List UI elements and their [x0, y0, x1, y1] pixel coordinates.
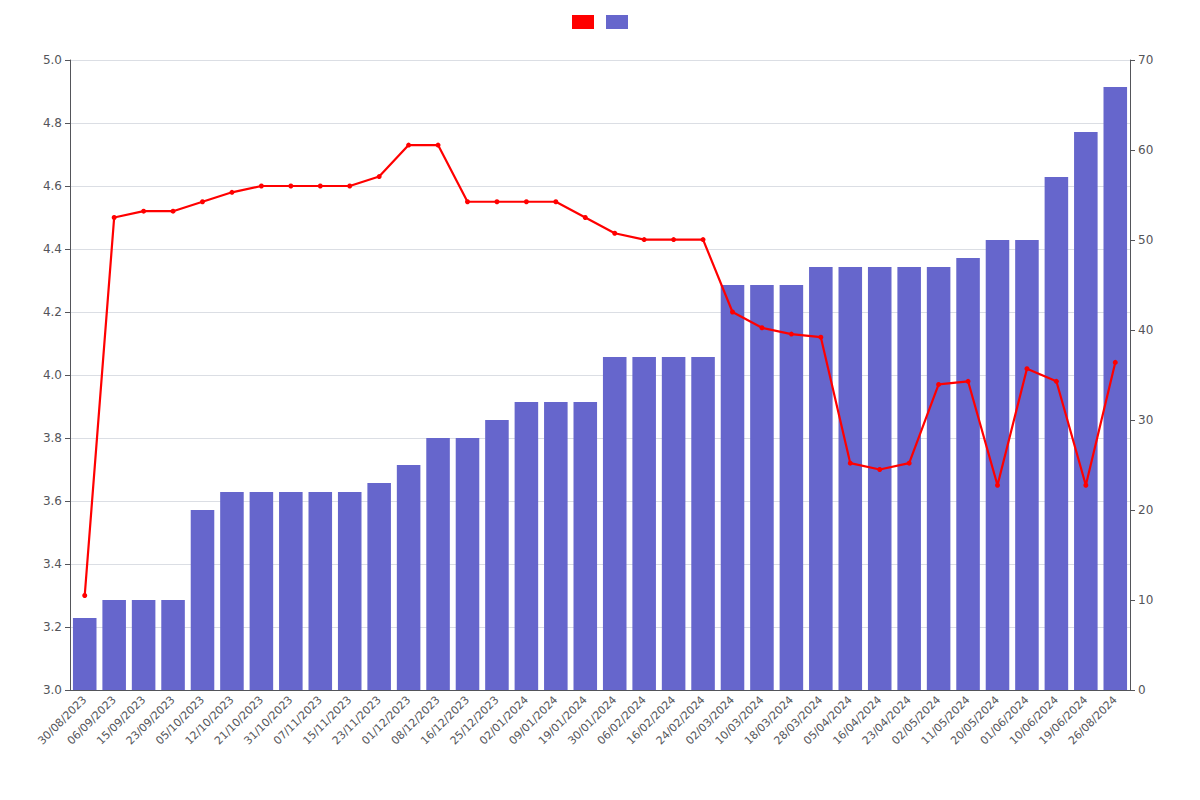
svg-text:09/01/2024: 09/01/2024 [506, 693, 561, 748]
svg-text:08/12/2023: 08/12/2023 [388, 693, 443, 748]
svg-text:02/01/2024: 02/01/2024 [477, 693, 531, 748]
svg-text:06/09/2023: 06/09/2023 [64, 693, 119, 748]
svg-text:01/12/2023: 01/12/2023 [359, 693, 414, 748]
svg-text:23/09/2023: 23/09/2023 [123, 693, 178, 748]
svg-text:0: 0 [1138, 683, 1146, 697]
svg-text:30: 30 [1138, 413, 1153, 427]
svg-text:30/01/2024: 30/01/2024 [565, 693, 620, 748]
svg-text:4.6: 4.6 [43, 179, 62, 193]
svg-text:16/04/2024: 16/04/2024 [830, 693, 885, 748]
svg-text:23/04/2024: 23/04/2024 [859, 693, 914, 748]
svg-text:30/08/2023: 30/08/2023 [35, 693, 90, 748]
svg-text:31/10/2023: 31/10/2023 [241, 693, 296, 748]
svg-text:3.4: 3.4 [43, 557, 62, 571]
svg-text:16/02/2024: 16/02/2024 [624, 693, 679, 748]
svg-text:10/06/2024: 10/06/2024 [1007, 693, 1061, 748]
svg-text:11/05/2024: 11/05/2024 [918, 693, 973, 748]
svg-text:05/04/2024: 05/04/2024 [800, 693, 855, 748]
svg-text:50: 50 [1138, 233, 1153, 247]
svg-text:05/10/2023: 05/10/2023 [153, 693, 208, 748]
svg-text:18/03/2024: 18/03/2024 [742, 693, 796, 748]
svg-text:15/11/2023: 15/11/2023 [300, 693, 355, 748]
svg-text:60: 60 [1138, 143, 1153, 157]
svg-text:06/02/2024: 06/02/2024 [594, 693, 649, 748]
svg-text:20: 20 [1138, 503, 1153, 517]
svg-text:19/06/2024: 19/06/2024 [1036, 693, 1091, 748]
svg-text:28/03/2024: 28/03/2024 [771, 693, 826, 748]
svg-text:19/01/2024: 19/01/2024 [535, 693, 590, 748]
svg-text:01/06/2024: 01/06/2024 [977, 693, 1032, 748]
svg-text:02/03/2024: 02/03/2024 [683, 693, 738, 748]
svg-text:40: 40 [1138, 323, 1153, 337]
svg-text:21/10/2023: 21/10/2023 [212, 693, 266, 748]
svg-text:3.8: 3.8 [43, 431, 62, 445]
svg-text:25/12/2023: 25/12/2023 [447, 693, 502, 748]
svg-text:12/10/2023: 12/10/2023 [182, 693, 237, 748]
svg-text:24/02/2024: 24/02/2024 [653, 693, 708, 748]
svg-text:4.8: 4.8 [43, 116, 62, 130]
svg-text:4.4: 4.4 [43, 242, 62, 256]
svg-text:23/11/2023: 23/11/2023 [329, 693, 384, 748]
svg-text:3.0: 3.0 [43, 683, 62, 697]
svg-text:3.2: 3.2 [43, 620, 62, 634]
svg-text:3.6: 3.6 [43, 494, 62, 508]
svg-text:26/08/2024: 26/08/2024 [1066, 693, 1120, 747]
svg-text:70: 70 [1138, 53, 1153, 67]
svg-text:10/03/2024: 10/03/2024 [712, 693, 767, 748]
svg-text:4.2: 4.2 [43, 305, 62, 319]
svg-text:07/11/2023: 07/11/2023 [270, 693, 325, 748]
svg-text:4.0: 4.0 [43, 368, 62, 382]
svg-text:15/09/2023: 15/09/2023 [94, 693, 149, 748]
svg-text:02/05/2024: 02/05/2024 [889, 693, 944, 748]
svg-text:10: 10 [1138, 593, 1153, 607]
svg-text:20/05/2024: 20/05/2024 [948, 693, 1003, 748]
svg-text:16/12/2023: 16/12/2023 [418, 693, 473, 748]
svg-text:5.0: 5.0 [43, 53, 62, 67]
